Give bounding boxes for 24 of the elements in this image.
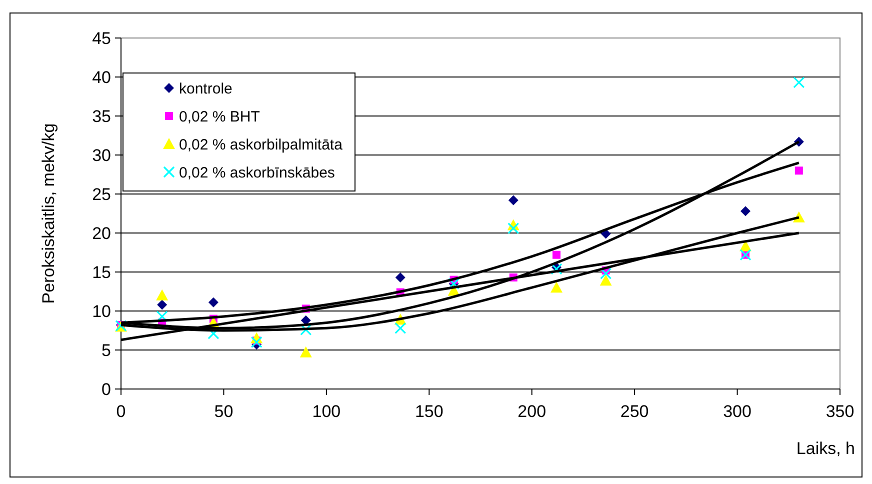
x-tick-label: 300 bbox=[723, 402, 752, 421]
y-tick-label: 10 bbox=[92, 302, 111, 321]
y-tick-label: 45 bbox=[92, 28, 111, 48]
y-tick-label: 5 bbox=[102, 340, 111, 360]
y-tick-label: 20 bbox=[92, 224, 111, 243]
legend-label: 0,02 % BHT bbox=[179, 108, 260, 126]
y-tick-label: 25 bbox=[92, 184, 111, 204]
x-tick-label: 150 bbox=[414, 402, 444, 421]
x-tick-label: 250 bbox=[620, 402, 649, 421]
x-axis-title: Laiks, h bbox=[796, 439, 855, 458]
y-tick-label: 35 bbox=[92, 106, 111, 126]
y-tick-label: 15 bbox=[92, 262, 111, 282]
x-tick-label: 200 bbox=[518, 402, 546, 421]
y-tick-label: 40 bbox=[92, 68, 111, 87]
y-axis-title: Peroksiskaitlis, mekv/kg bbox=[39, 123, 58, 304]
y-tick-label: 0 bbox=[102, 380, 111, 399]
x-tick-label: 50 bbox=[214, 402, 234, 421]
legend-label: 0,02 % askorbilpalmitāta bbox=[179, 136, 344, 154]
legend-label: 0,02 % askorbīnskābes bbox=[179, 164, 335, 182]
legend-label: kontrole bbox=[179, 80, 232, 98]
x-tick-label: 0 bbox=[116, 402, 126, 421]
x-tick-label: 100 bbox=[312, 402, 341, 421]
y-tick-label: 30 bbox=[92, 146, 111, 165]
x-tick-label: 350 bbox=[826, 402, 854, 421]
